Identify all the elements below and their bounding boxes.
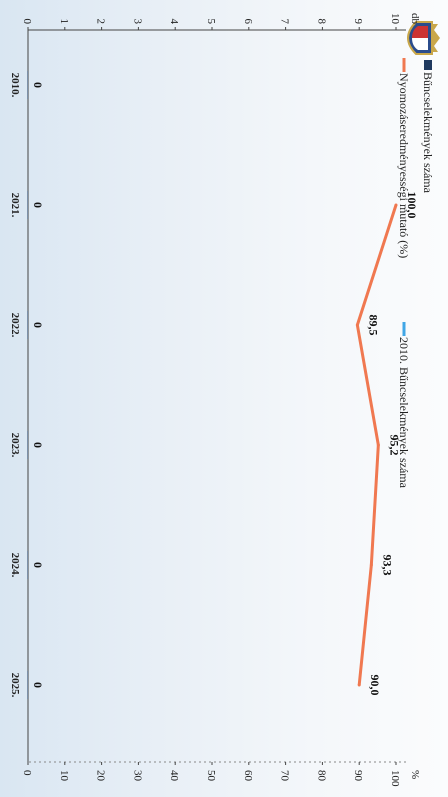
left-tick-label: 0 xyxy=(21,19,33,25)
right-tick-label: 10 xyxy=(58,770,70,782)
right-tick-label: 50 xyxy=(205,770,217,782)
legend-swatch-bar xyxy=(424,60,432,70)
left-tick-label: 10 xyxy=(389,13,401,25)
left-axis-unit: db xyxy=(409,13,421,25)
x-tick-label: 2010. xyxy=(9,73,21,98)
bar-value-label: 0 xyxy=(31,82,45,88)
line-point xyxy=(355,323,359,327)
line-point xyxy=(394,203,398,207)
bar-mark xyxy=(27,431,28,459)
left-tick-label: 8 xyxy=(315,19,327,25)
line-value-label: 100,0 xyxy=(405,192,419,219)
left-tick-label: 1 xyxy=(58,19,70,25)
bar-value-label: 0 xyxy=(31,202,45,208)
bar-value-label: 0 xyxy=(31,562,45,568)
x-tick-label: 2025. xyxy=(9,673,21,698)
right-tick-label: 30 xyxy=(131,770,143,782)
bar-value-label: 0 xyxy=(31,682,45,688)
left-tick-label: 6 xyxy=(242,19,254,25)
bar-value-label: 0 xyxy=(31,322,45,328)
left-tick-label: 5 xyxy=(205,19,217,25)
bar-mark xyxy=(27,551,28,579)
left-tick-label: 9 xyxy=(352,19,364,25)
right-tick-label: 90 xyxy=(352,770,364,782)
left-tick-label: 3 xyxy=(131,19,143,25)
x-tick-label: 2023. xyxy=(9,433,21,458)
right-tick-label: 80 xyxy=(315,770,327,782)
legend-label: Bűncselekmények száma xyxy=(421,72,435,194)
bar-mark xyxy=(27,311,28,339)
right-tick-label: 0 xyxy=(21,770,33,776)
right-tick-label: 40 xyxy=(168,770,180,782)
right-tick-label: 60 xyxy=(242,770,254,782)
left-tick-label: 4 xyxy=(168,19,180,25)
bar-mark xyxy=(27,71,28,99)
bar-mark xyxy=(27,671,28,699)
x-tick-label: 2021. xyxy=(9,193,21,218)
line-value-label: 89,5 xyxy=(366,315,380,336)
right-tick-label: 20 xyxy=(95,770,107,782)
legend-label: 2010. Bűncselekmények száma xyxy=(397,337,411,489)
right-axis-unit: % xyxy=(409,770,421,779)
police-crest-icon xyxy=(407,21,440,55)
left-tick-label: 2 xyxy=(95,19,107,25)
line-point xyxy=(376,443,380,447)
line-point xyxy=(369,563,373,567)
right-tick-label: 100 xyxy=(389,770,401,787)
x-tick-label: 2022. xyxy=(9,313,21,338)
x-tick-label: 2024. xyxy=(9,553,21,578)
line-value-label: 93,3 xyxy=(380,555,394,576)
left-tick-label: 7 xyxy=(279,19,291,25)
line-value-label: 90,0 xyxy=(368,675,382,696)
line-point xyxy=(357,683,361,687)
line-value-label: 95,2 xyxy=(387,435,401,456)
bar-mark xyxy=(27,191,28,219)
bar-value-label: 0 xyxy=(31,442,45,448)
right-tick-label: 70 xyxy=(279,770,291,782)
legend-label: Nyomozáseredményességi mutató (%) xyxy=(397,73,411,258)
